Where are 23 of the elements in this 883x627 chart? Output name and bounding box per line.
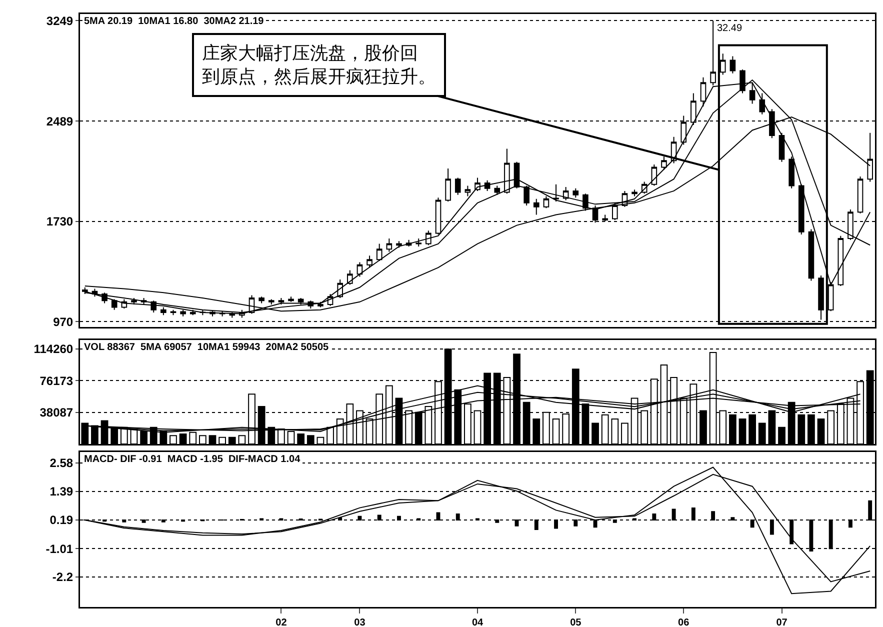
x-tick-label: 07 (776, 618, 788, 627)
annotation: 32.49 (717, 23, 742, 34)
y-tick-label: -1.01 (46, 542, 74, 556)
y-tick-label: 76173 (40, 374, 74, 388)
annotation: MACD- DIF -0.91 MACD -1.95 DIF-MACD 1.04 (84, 454, 301, 465)
annotation: 庄家大幅打压洗盘，股价回到原点，然后展开疯狂拉升。 (202, 43, 436, 88)
y-tick-label: 2.58 (50, 456, 74, 470)
y-tick-label: 3249 (46, 14, 74, 28)
y-tick-label: 0.19 (50, 513, 74, 528)
x-tick-label: 06 (678, 618, 690, 627)
x-tick-label: 03 (354, 618, 366, 627)
x-tick-label: 04 (472, 618, 484, 627)
annotation: VOL 88367 5MA 69057 10MA1 59943 20MA2 50505 (84, 342, 330, 353)
y-tick-label: 38087 (40, 406, 74, 420)
x-tick-label: 05 (570, 618, 582, 627)
y-tick-label: 1730 (46, 214, 74, 229)
y-tick-label: 970 (53, 314, 74, 329)
y-tick-label: 114260 (34, 342, 74, 356)
y-tick-label: -2.2 (52, 570, 74, 584)
y-tick-label: 2489 (46, 114, 74, 128)
x-tick-label: 02 (276, 618, 288, 627)
y-tick-label: 1.39 (50, 484, 74, 499)
annotation: 5MA 20.19 10MA1 16.80 30MA2 21.19 (84, 16, 264, 27)
